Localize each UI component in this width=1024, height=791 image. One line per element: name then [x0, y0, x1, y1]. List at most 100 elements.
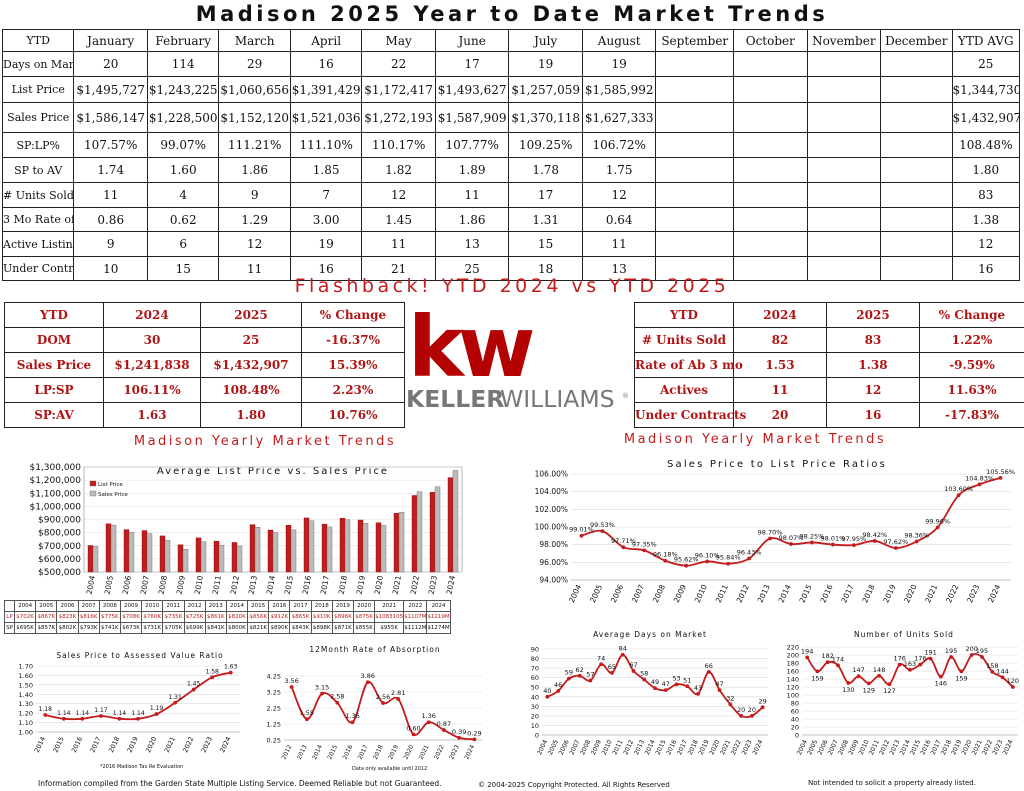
ytd-cell	[880, 76, 953, 103]
data-label: 98.01%	[821, 535, 846, 543]
price-table-cell: $705K	[162, 622, 185, 634]
y-tick-label: 106.00%	[535, 470, 568, 479]
ytd-cell: 12	[581, 182, 657, 208]
list-price-bar	[429, 492, 436, 573]
data-label: 146	[935, 680, 947, 688]
ytd-cell: 6	[146, 231, 220, 257]
price-table-row: 2004 2005 2006 2007 2008 2009 2010 2011 2012 2013…	[4, 600, 451, 612]
data-point	[304, 717, 309, 722]
registered-mark: ®	[622, 392, 629, 400]
data-label: 57	[586, 671, 594, 679]
x-tick-label: 2018	[372, 744, 385, 761]
ytd-cell: 11	[361, 231, 436, 257]
data-label: 0.39	[452, 728, 466, 736]
ytd-cell: 109.25%	[508, 132, 583, 158]
list-vs-sales-bar-chart: Average List Price vs. Sales Price $500,0…	[29, 463, 463, 596]
data-label: 1.31	[168, 694, 182, 701]
x-tick-label: 2009	[672, 583, 688, 604]
data-label: 62	[576, 666, 584, 674]
ytd-cell	[880, 182, 953, 208]
data-point	[228, 670, 233, 675]
data-label: 2.58	[330, 693, 344, 701]
data-point	[825, 660, 830, 665]
price-table-cell: $695K	[13, 622, 37, 634]
data-label: 163	[904, 660, 916, 668]
ytd-cell: 106.72%	[581, 132, 657, 158]
price-table-cell: $760K	[141, 611, 164, 623]
data-point	[621, 545, 626, 550]
data-point	[567, 676, 571, 681]
ytd-cell: 12	[951, 231, 1021, 257]
x-tick-label: 2016	[818, 583, 834, 604]
data-point	[696, 692, 700, 696]
data-point	[365, 680, 370, 685]
ytd-column-header: May	[361, 29, 436, 52]
price-table-cell: $855K	[352, 622, 376, 634]
y-tick-label: 3.25	[267, 689, 281, 697]
sales-price-bar	[290, 529, 297, 573]
ytd-cell	[806, 182, 882, 208]
keller-williams-logo: kw KELLER WILLIAMS ®	[406, 300, 629, 413]
data-point	[663, 558, 668, 563]
data-label: 53	[672, 674, 680, 682]
data-label: 97.62%	[883, 538, 908, 546]
ytd-cell: $1,585,992	[581, 76, 657, 103]
sales-price-bar	[452, 470, 459, 573]
ytd-row-label: Under Contracts	[1, 256, 75, 281]
data-label: 120	[1007, 677, 1019, 685]
data-label: 1.36	[421, 712, 435, 720]
x-tick-label: 2005	[588, 583, 604, 604]
ytd-cell: $1,495,727	[73, 76, 148, 103]
data-point	[684, 563, 689, 568]
list-price-bar	[177, 544, 184, 573]
price-table-cell: $800K	[225, 622, 249, 634]
y-tick-label: 100	[787, 692, 799, 700]
flashback-cell: $1,241,838	[103, 352, 201, 378]
price-table-cell: $673K	[119, 622, 143, 634]
data-point	[381, 701, 385, 705]
data-point	[747, 556, 751, 561]
x-tick-label: 2015	[51, 735, 65, 753]
sp-lp-ratio-line-chart: Sales Price to List Price Ratios 94.00% 96…	[535, 459, 1015, 604]
flashback-cell: 108.48%	[200, 377, 302, 403]
ytd-cell: 1.82	[361, 157, 436, 183]
ytd-cell	[806, 207, 882, 232]
ytd-cell: 99.07%	[146, 132, 220, 158]
data-label: 3.15	[315, 684, 329, 692]
sales-price-bar	[308, 520, 315, 573]
x-tick-label: 2021	[923, 583, 939, 604]
data-label: 95.62%	[674, 556, 699, 564]
sales-price-bar	[110, 524, 117, 573]
y-tick-label: 80	[791, 700, 799, 708]
ytd-column-header: November	[806, 29, 882, 52]
ytd-row-label: List Price	[1, 76, 75, 103]
data-point	[897, 662, 902, 667]
flashback-row: Under Contracts 20 16 -17.83%	[634, 402, 1024, 428]
data-point	[154, 712, 159, 716]
ytd-cell: 22	[361, 51, 436, 77]
list-price-bar	[87, 545, 94, 573]
brand-light: WILLIAMS	[500, 385, 615, 413]
y-tick-label: 80	[531, 655, 539, 663]
data-label: 194	[801, 647, 813, 655]
y-tick-label: 20	[531, 712, 539, 720]
list-price-bar	[375, 522, 382, 573]
ytd-cell: 1.74	[73, 157, 148, 183]
ytd-cell: $1,391,429	[289, 76, 363, 103]
y-tick-label: $1,100,000	[29, 489, 81, 499]
y-tick-label: $700,000	[38, 542, 81, 552]
ytd-cell: 19	[581, 51, 657, 77]
sp-to-av-line-chart: Sales Price to Assessed Value Ratio 1.00 1…	[19, 651, 240, 754]
y-tick-label: 40	[791, 716, 799, 724]
chart-title: Number of Units Sold	[854, 630, 954, 639]
ytd-cell	[655, 182, 735, 208]
y-tick-label: 1.50	[19, 681, 33, 689]
x-tick-label: 2004	[567, 583, 583, 604]
x-tick-label: 2017	[839, 583, 855, 604]
flashback-cell: 16	[826, 402, 920, 428]
data-point	[600, 529, 605, 534]
x-tick-label: 2016	[301, 575, 313, 596]
ytd-cell: $1,627,333	[581, 102, 657, 133]
ytd-cell: 1.78	[508, 157, 583, 183]
flashback-cell: 1.80	[200, 402, 302, 428]
